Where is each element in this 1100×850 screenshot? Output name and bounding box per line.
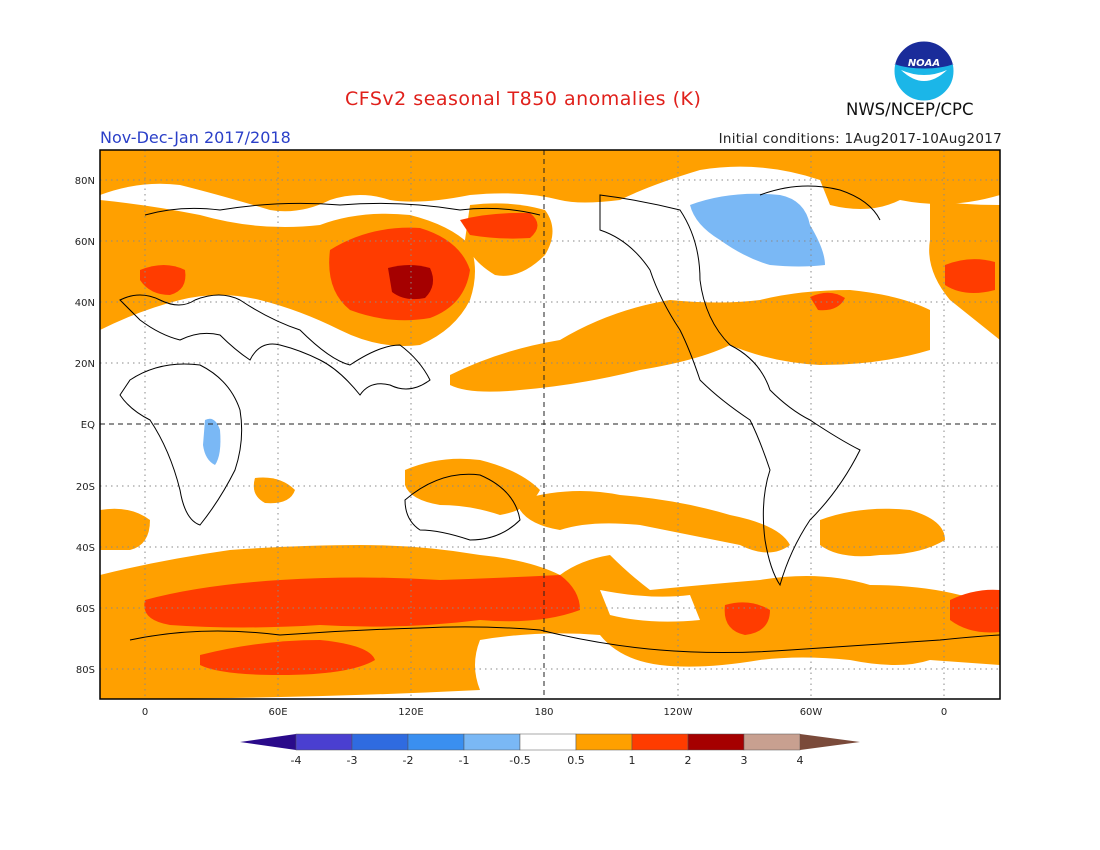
- logo-text: NOAA: [908, 58, 940, 69]
- neutral-antarctic: [100, 633, 1000, 699]
- lat-label: EQ: [81, 420, 95, 431]
- anomaly-1-to-2: [140, 212, 1000, 675]
- anomaly-minus1-to-minus0p5: [203, 193, 825, 465]
- colorbar-bin: [743, 733, 801, 751]
- colorbar-label: -1: [459, 754, 470, 767]
- lon-axis: 0 60E 120E 180 120W 60W 0: [142, 707, 947, 718]
- colorbar-arrow-right: [800, 734, 860, 750]
- colorbar-bin: [463, 733, 521, 751]
- lat-label: 40S: [76, 543, 95, 554]
- colorbar-arrow-left: [240, 734, 296, 750]
- lon-label: 0: [142, 707, 148, 718]
- lon-label: 120E: [398, 707, 423, 718]
- lon-label: 120W: [664, 707, 693, 718]
- colorbar-label: 4: [797, 754, 804, 767]
- colorbar-bin: [351, 733, 409, 751]
- map-field: [100, 150, 1000, 699]
- colorbar-label: -0.5: [509, 754, 530, 767]
- colorbar-label: -3: [347, 754, 358, 767]
- lat-label: 40N: [75, 298, 95, 309]
- colorbar-label: 2: [685, 754, 692, 767]
- colorbar-bin: [519, 733, 577, 751]
- lat-label: 60N: [75, 237, 95, 248]
- lat-label: 80N: [75, 176, 95, 187]
- organization-label: NWS/NCEP/CPC: [846, 100, 974, 119]
- colorbar-bin: [575, 733, 633, 751]
- map-title: CFSv2 seasonal T850 anomalies (K): [345, 88, 702, 110]
- colorbar-label: -2: [403, 754, 414, 767]
- lat-axis: 80N 60N 40N 20N EQ 20S 40S 60S 80S: [75, 176, 95, 676]
- colorbar-label: 0.5: [567, 754, 585, 767]
- colorbar: -4 -3 -2 -1 -0.5 0.5 1 2 3 4: [240, 733, 860, 767]
- lon-label: 0: [941, 707, 947, 718]
- colorbar-bin: [295, 733, 353, 751]
- noaa-logo: NOAA: [893, 40, 955, 102]
- map-frame: [99, 149, 1001, 700]
- lat-label: 20S: [76, 482, 95, 493]
- lon-label: 60E: [268, 707, 287, 718]
- lat-label: 60S: [76, 604, 95, 615]
- colorbar-label: -4: [291, 754, 302, 767]
- neutral-south-pacific: [600, 590, 700, 622]
- lon-label: 180: [534, 707, 553, 718]
- colorbar-bin: [631, 733, 689, 751]
- colorbar-label: 1: [629, 754, 636, 767]
- lat-label: 20N: [75, 359, 95, 370]
- coastlines: [119, 185, 1000, 653]
- graticule: [100, 150, 1000, 699]
- initial-conditions: Initial conditions: 1Aug2017-10Aug2017: [718, 131, 1002, 147]
- colorbar-label: 3: [741, 754, 748, 767]
- colorbar-bin: [687, 733, 745, 751]
- lat-label: 80S: [76, 665, 95, 676]
- colorbar-bin: [407, 733, 465, 751]
- lon-label: 60W: [800, 707, 823, 718]
- forecast-period: Nov-Dec-Jan 2017/2018: [100, 128, 291, 147]
